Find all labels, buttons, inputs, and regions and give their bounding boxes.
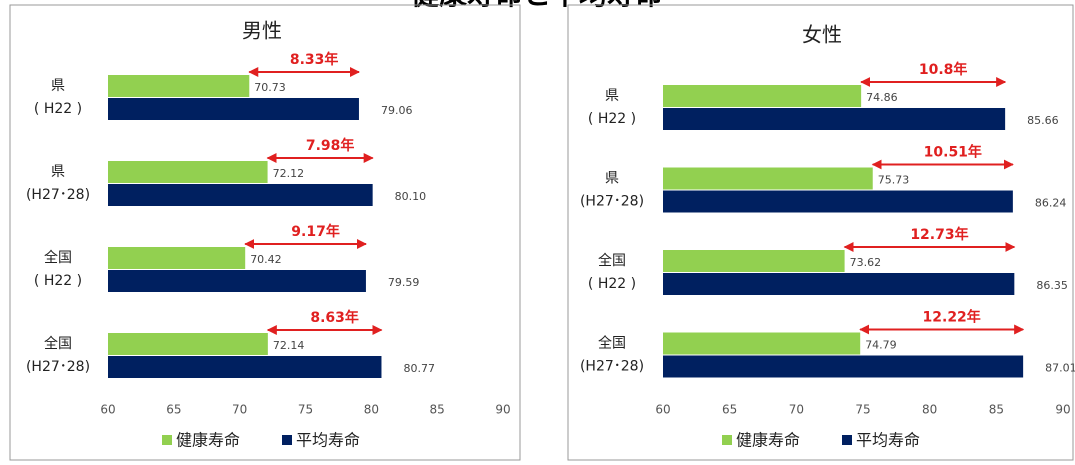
category-label: 全国 [598, 252, 626, 269]
legend-swatch [842, 435, 852, 445]
bar [108, 270, 366, 292]
category-label: ( H22 ) [588, 276, 636, 292]
category-label: 県 [51, 78, 65, 94]
legend-swatch [162, 435, 172, 445]
gap-annotation: 7.98年 [306, 137, 355, 154]
value-label: 80.77 [403, 362, 435, 375]
value-label: 70.73 [254, 81, 285, 94]
x-tick-label: 70 [232, 403, 247, 417]
x-tick-label: 80 [922, 403, 937, 417]
legend-swatch [282, 435, 292, 445]
x-tick-label: 85 [989, 403, 1004, 417]
value-label: 74.86 [866, 91, 898, 104]
chart-title: 女性 [802, 23, 842, 47]
panel-border [9, 4, 521, 461]
category-label: (H27･28) [580, 194, 644, 210]
bar [108, 184, 373, 206]
category-label: 全国 [44, 249, 72, 266]
value-label: 73.62 [850, 256, 882, 269]
value-label: 86.35 [1036, 279, 1068, 292]
bar [663, 167, 873, 190]
category-label: 全国 [598, 335, 626, 352]
bar [108, 98, 359, 120]
category-label: ( H22 ) [34, 101, 82, 117]
value-label: 72.12 [273, 167, 305, 180]
gap-annotation: 12.22年 [923, 309, 981, 326]
category-label: 全国 [44, 335, 72, 352]
x-tick-label: 75 [855, 403, 870, 417]
bar [663, 108, 1006, 130]
gap-annotation: 9.17年 [291, 223, 340, 240]
bar [663, 273, 1015, 295]
value-label: 86.24 [1035, 197, 1067, 210]
value-label: 74.79 [865, 339, 897, 352]
category-label: 県 [605, 171, 619, 187]
bar [108, 161, 268, 183]
category-label: 県 [605, 88, 619, 104]
legend-label: 健康寿命 [736, 431, 800, 450]
chart-title: 男性 [242, 19, 282, 43]
legend-swatch [722, 435, 732, 445]
bar [108, 247, 246, 269]
value-label: 79.06 [381, 104, 413, 117]
category-label: (H27･28) [580, 359, 644, 375]
value-label: 70.42 [250, 253, 281, 266]
bar [663, 250, 845, 272]
bar [663, 190, 1013, 213]
value-label: 87.01 [1045, 362, 1075, 375]
gap-annotation: 8.63年 [310, 309, 359, 326]
bar [663, 85, 862, 107]
value-label: 75.73 [878, 174, 910, 187]
gap-annotation: 8.33年 [290, 51, 339, 68]
x-tick-label: 75 [298, 403, 313, 417]
category-label: ( H22 ) [588, 111, 636, 127]
legend-label: 平均寿命 [296, 431, 360, 450]
x-tick-label: 90 [1055, 403, 1070, 417]
value-label: 79.59 [388, 276, 420, 289]
category-label: ( H22 ) [34, 273, 82, 289]
bar [108, 356, 382, 378]
value-label: 80.10 [395, 190, 427, 203]
page-title: 健康寿命と平均寿命 [411, 0, 664, 11]
x-tick-label: 90 [495, 403, 510, 417]
category-label: 県 [51, 164, 65, 180]
value-label: 72.14 [273, 339, 305, 352]
panel-border [567, 4, 1074, 461]
category-label: (H27･28) [26, 359, 90, 375]
x-tick-label: 80 [364, 403, 379, 417]
gap-annotation: 10.8年 [919, 61, 968, 78]
x-tick-label: 70 [789, 403, 804, 417]
category-label: (H27･28) [26, 187, 90, 203]
legend-label: 健康寿命 [176, 431, 240, 450]
gap-annotation: 12.73年 [910, 226, 968, 243]
legend-label: 平均寿命 [856, 431, 920, 450]
x-tick-label: 60 [100, 403, 115, 417]
bar [663, 355, 1024, 378]
bar [663, 332, 861, 355]
bar [108, 75, 250, 97]
bar [108, 333, 268, 355]
x-tick-label: 65 [722, 403, 737, 417]
x-tick-label: 85 [430, 403, 445, 417]
x-tick-label: 60 [655, 403, 670, 417]
value-label: 85.66 [1027, 114, 1059, 127]
gap-annotation: 10.51年 [924, 144, 982, 161]
x-tick-label: 65 [166, 403, 181, 417]
